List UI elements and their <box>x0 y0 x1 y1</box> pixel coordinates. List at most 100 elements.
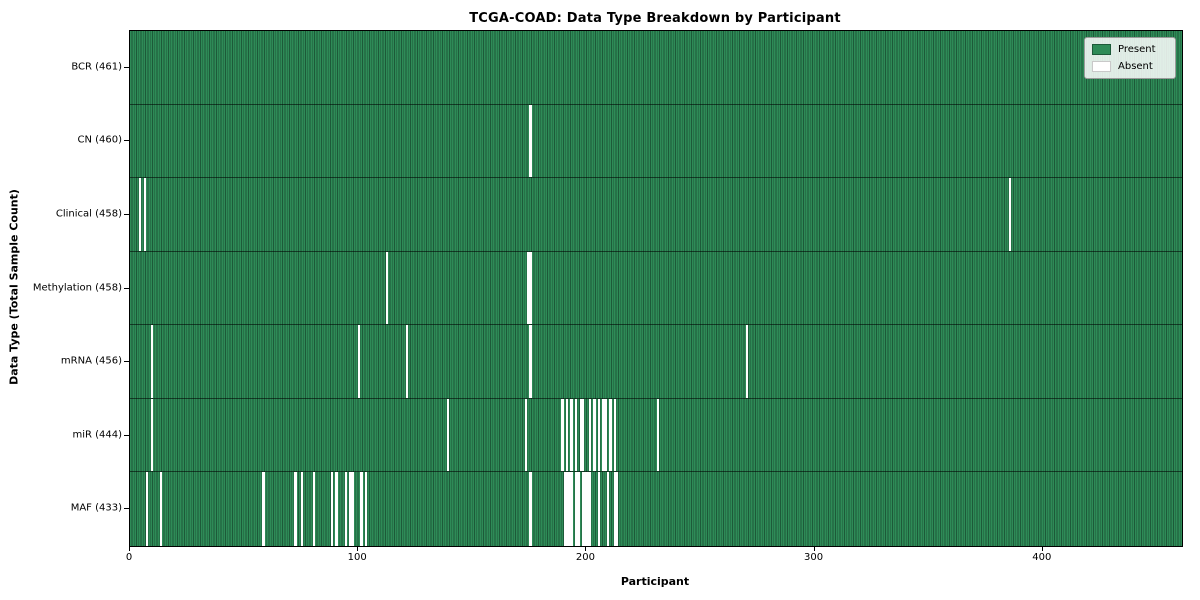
absent-gap <box>586 472 589 546</box>
absent-gap <box>597 398 601 472</box>
absent-gap <box>568 472 571 546</box>
absent-gap <box>577 472 580 546</box>
y-tick-label: Clinical (458) <box>55 208 122 220</box>
absent-gap <box>524 398 528 472</box>
legend-label: Absent <box>1118 61 1153 72</box>
absent-gap <box>150 325 153 398</box>
absent-gap <box>657 398 660 472</box>
legend-swatch-present <box>1092 44 1111 55</box>
row-methylation <box>130 251 1182 326</box>
absent-gap <box>358 325 361 398</box>
plot-area <box>129 30 1183 547</box>
absent-gap <box>604 398 607 472</box>
absent-gap <box>588 472 591 546</box>
absent-gap <box>563 472 566 546</box>
absent-gap <box>262 472 265 546</box>
absent-gap <box>570 472 573 546</box>
absent-gap <box>159 472 162 546</box>
absent-gap <box>145 472 149 546</box>
y-tick-mark <box>124 508 129 510</box>
y-tick-label: mRNA (456) <box>60 355 122 367</box>
absent-gap <box>597 472 601 546</box>
x-tick-mark <box>585 547 587 551</box>
absent-gap <box>570 398 573 472</box>
legend: Present Absent <box>1084 37 1176 79</box>
x-tick-label: 300 <box>804 552 824 563</box>
absent-gap <box>581 398 585 472</box>
x-tick-mark <box>1041 547 1043 551</box>
absent-gap <box>581 472 585 546</box>
absent-gap <box>561 398 564 472</box>
legend-label: Present <box>1118 44 1156 55</box>
row-clinical <box>130 178 1182 252</box>
absent-gap <box>584 472 587 546</box>
absent-gap <box>294 472 297 546</box>
y-tick-label: MAF (433) <box>70 502 122 514</box>
absent-gap <box>344 472 347 546</box>
absent-gap <box>365 472 368 546</box>
y-axis-label: Data Type (Total Sample Count) <box>7 189 21 385</box>
y-tick-label: Methylation (458) <box>32 282 122 293</box>
absent-gap <box>565 398 569 472</box>
row-mrna <box>130 325 1182 399</box>
absent-gap <box>150 398 153 472</box>
absent-gap <box>574 398 578 472</box>
x-axis-label: Participant <box>620 575 690 588</box>
absent-gap <box>312 472 315 546</box>
absent-gap <box>579 398 582 472</box>
absent-gap <box>447 398 450 472</box>
absent-gap <box>330 472 334 546</box>
absent-gap <box>588 398 591 472</box>
legend-swatch-absent <box>1092 61 1111 72</box>
absent-gap <box>139 178 142 251</box>
absent-gap <box>529 251 532 325</box>
absent-gap <box>529 104 532 178</box>
y-tick-label: BCR (461) <box>71 61 122 73</box>
absent-gap <box>529 325 532 398</box>
y-tick-mark <box>124 434 129 436</box>
absent-gap <box>746 325 749 398</box>
x-tick-label: 400 <box>1032 552 1052 563</box>
absent-gap <box>529 472 532 546</box>
row-maf <box>130 472 1182 546</box>
absent-gap <box>593 398 596 472</box>
y-tick-mark <box>124 361 129 363</box>
absent-gap <box>1008 178 1011 251</box>
absent-gap <box>613 398 617 472</box>
x-tick-label: 0 <box>125 552 133 563</box>
absent-gap <box>301 472 304 546</box>
absent-gap <box>360 472 363 546</box>
x-tick-mark <box>129 547 130 551</box>
absent-gap <box>351 472 354 546</box>
y-tick-mark <box>124 66 129 68</box>
x-tick-label: 100 <box>347 552 367 563</box>
x-tick-mark <box>813 547 815 551</box>
legend-item-present: Present <box>1092 44 1167 55</box>
absent-gap <box>602 398 605 472</box>
absent-gap <box>574 472 578 546</box>
y-tick-mark <box>124 287 129 289</box>
absent-gap <box>565 472 569 546</box>
row-bcr <box>130 31 1182 105</box>
legend-item-absent: Absent <box>1092 61 1167 72</box>
y-tick-label: miR (444) <box>72 429 122 441</box>
y-tick-mark <box>124 140 129 142</box>
absent-gap <box>335 472 338 546</box>
chart-title: TCGA-COAD: Data Type Breakdown by Partic… <box>469 11 841 26</box>
absent-gap <box>527 251 530 325</box>
absent-gap <box>616 472 619 546</box>
absent-gap <box>143 178 146 251</box>
x-tick-mark <box>357 547 359 551</box>
row-cn <box>130 104 1182 179</box>
absent-gap <box>606 472 610 546</box>
absent-gap <box>349 472 352 546</box>
y-tick-label: CN (460) <box>77 134 122 146</box>
row-mir <box>130 398 1182 473</box>
x-tick-label: 200 <box>575 552 595 563</box>
absent-gap <box>385 251 388 325</box>
absent-gap <box>609 398 612 472</box>
absent-gap <box>613 472 617 546</box>
absent-gap <box>406 325 409 398</box>
y-tick-mark <box>124 213 129 215</box>
